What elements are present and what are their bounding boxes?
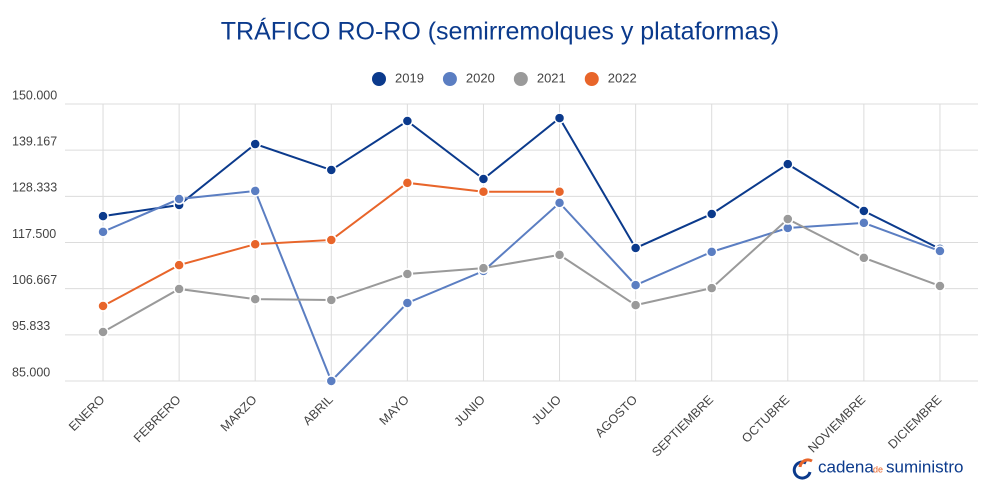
data-point xyxy=(325,164,338,176)
data-point xyxy=(629,242,642,254)
x-tick-label: ENERO xyxy=(66,392,108,434)
data-point xyxy=(401,177,414,189)
data-point xyxy=(325,375,338,387)
data-point xyxy=(477,186,490,198)
data-point xyxy=(249,293,261,305)
brand-logo: cadena de suministro xyxy=(792,457,963,480)
x-tick-label: MARZO xyxy=(218,392,260,434)
series-line xyxy=(102,116,941,250)
data-point xyxy=(173,193,185,205)
data-point xyxy=(858,205,870,217)
data-point xyxy=(553,197,566,209)
x-tick-label: JUNIO xyxy=(451,392,488,429)
x-tick-label: FEBRERO xyxy=(131,392,184,445)
y-tick-label: 128.333 xyxy=(12,181,57,195)
y-tick-label: 95.833 xyxy=(12,319,50,333)
data-point xyxy=(858,252,870,264)
y-tick-label: 85.000 xyxy=(12,365,50,379)
legend-label: 2019 xyxy=(395,70,424,85)
x-tick-label: AGOSTO xyxy=(593,392,641,440)
x-tick-label: NOVIEMBRE xyxy=(805,393,868,456)
grid xyxy=(65,103,978,382)
data-point xyxy=(782,213,794,225)
data-point xyxy=(629,299,642,311)
legend-marker xyxy=(442,72,457,86)
brand-suffix: suministro xyxy=(886,457,963,476)
x-tick-label: JULIO xyxy=(529,392,564,427)
data-point xyxy=(705,208,718,220)
legend-label: 2022 xyxy=(608,70,637,85)
data-point xyxy=(97,326,109,338)
legend-label: 2021 xyxy=(537,70,566,85)
y-tick-label: 106.667 xyxy=(12,273,57,287)
data-point xyxy=(782,158,794,170)
brand-joiner: de xyxy=(873,464,883,474)
data-point xyxy=(934,245,946,257)
data-point xyxy=(553,112,566,124)
data-point xyxy=(97,300,109,312)
x-tick-label: OCTUBRE xyxy=(739,393,792,446)
data-point xyxy=(629,279,642,291)
legend-label: 2020 xyxy=(466,70,495,85)
legend-marker xyxy=(584,72,599,86)
data-point xyxy=(934,280,946,292)
data-point xyxy=(97,226,109,238)
data-point xyxy=(249,238,261,250)
data-point xyxy=(553,186,566,198)
y-tick-label: 139.167 xyxy=(12,134,57,148)
series-line xyxy=(102,189,941,383)
data-point xyxy=(401,115,414,127)
y-tick-label: 150.000 xyxy=(12,88,57,102)
legend-marker xyxy=(372,72,386,86)
data-point xyxy=(401,268,414,280)
x-tick-label: SEPTIEMBRE xyxy=(649,393,716,460)
data-point xyxy=(325,234,338,246)
logo-icon xyxy=(798,458,813,468)
legend-marker xyxy=(513,72,528,86)
y-tick-label: 117.500 xyxy=(12,227,56,241)
data-point xyxy=(173,283,185,295)
data-point xyxy=(97,210,109,222)
data-point xyxy=(401,297,414,309)
data-point xyxy=(249,138,261,150)
x-tick-label: MAYO xyxy=(377,392,412,427)
x-tick-label: DICIEMBRE xyxy=(885,393,944,452)
data-point xyxy=(477,262,490,274)
data-point xyxy=(249,185,261,197)
x-tick-label: ABRIL xyxy=(300,393,335,428)
chart-title: TRÁFICO RO-RO (semirremolques y platafor… xyxy=(221,17,779,46)
data-point xyxy=(553,249,566,261)
data-point xyxy=(477,173,490,185)
series-line xyxy=(102,217,941,333)
data-point xyxy=(325,294,338,306)
data-point xyxy=(705,246,718,258)
data-point xyxy=(173,259,185,271)
brand-name: cadena xyxy=(818,457,874,476)
data-point xyxy=(705,282,718,294)
data-point xyxy=(858,217,870,229)
